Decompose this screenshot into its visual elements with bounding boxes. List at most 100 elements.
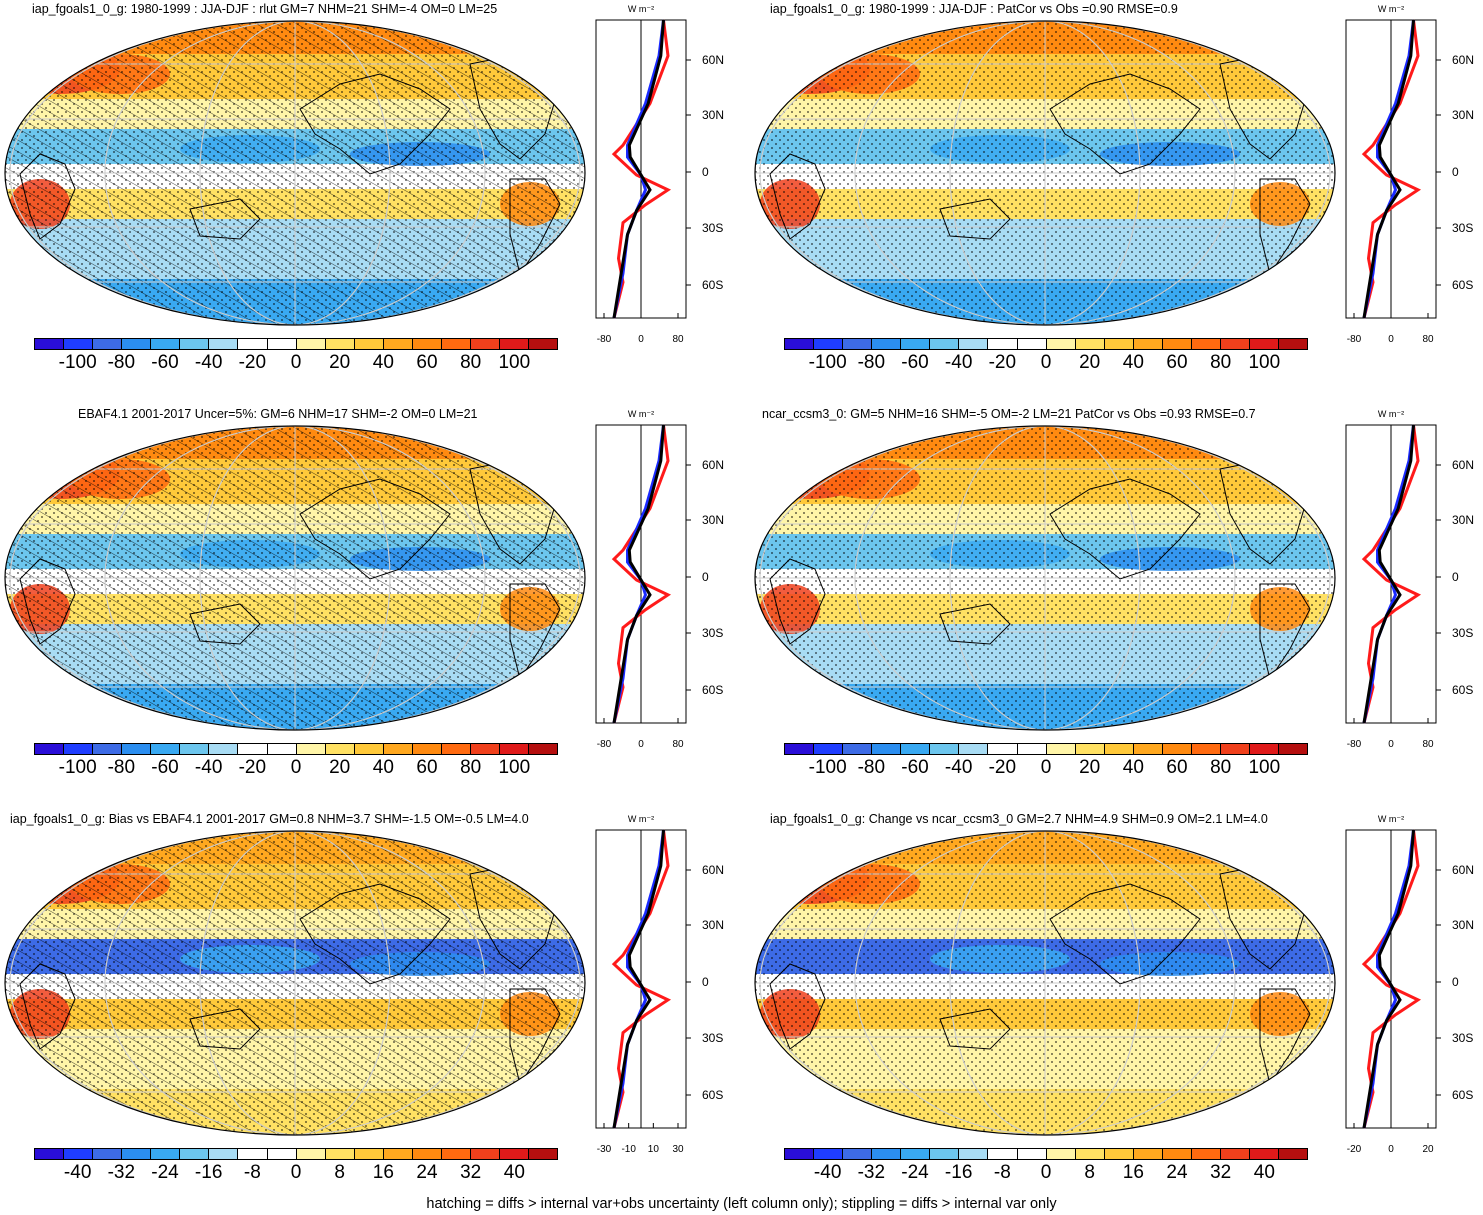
coastline — [189, 198, 261, 240]
colorbar-swatch — [441, 1149, 471, 1159]
zonal-x-label: -30 — [597, 1144, 612, 1155]
colorbar-tick-label: -100 — [58, 757, 97, 778]
lat-label: 30N — [702, 513, 724, 527]
colorbar-tick-label: -16 — [944, 1162, 973, 1183]
zonal-x-label: 30 — [672, 1144, 684, 1155]
colorbar-tick-label: -40 — [813, 1162, 842, 1183]
zonal-x-label: -20 — [1347, 1144, 1362, 1155]
colorbar-swatch — [843, 1149, 873, 1159]
zonal-x-label: 0 — [638, 739, 644, 750]
zonal-x-label: -80 — [597, 739, 612, 750]
robinson-map — [754, 425, 1336, 731]
coastline — [299, 478, 451, 580]
colorbar-swatch — [180, 1149, 210, 1159]
zonal-units-label: W m⁻² — [1378, 814, 1404, 824]
colorbar-swatch — [122, 339, 152, 349]
colorbar-swatch — [988, 1149, 1018, 1159]
zonal-units-label: W m⁻² — [628, 814, 654, 824]
panel-title: ncar_ccsm3_0: GM=5 NHM=16 SHM=-5 OM=-2 L… — [762, 407, 1256, 421]
colorbar-swatch — [354, 1149, 384, 1159]
colorbar-swatch — [1250, 744, 1280, 754]
colorbar-swatch — [209, 339, 239, 349]
colorbar-tick-label: 40 — [1122, 757, 1144, 778]
colorbar-swatch — [872, 1149, 902, 1159]
colorbar-swatch — [988, 339, 1018, 349]
coastline — [1049, 73, 1201, 175]
colorbar-tick-label: 100 — [1248, 757, 1281, 778]
colorbar-tick-label: 60 — [1166, 352, 1188, 373]
coastline — [769, 963, 826, 1050]
colorbar-swatch — [1017, 744, 1047, 754]
colorbar-swatch — [500, 339, 530, 349]
colorbar-swatch — [383, 744, 413, 754]
colorbar-swatch — [325, 1149, 355, 1159]
lat-label: 60N — [702, 863, 724, 877]
coastline — [189, 603, 261, 645]
colorbar-swatch — [383, 339, 413, 349]
colorbar-swatch — [64, 744, 94, 754]
colorbar-swatch — [1279, 1149, 1308, 1159]
coastline — [1049, 478, 1201, 580]
panel-title: iap_fgoals1_0_g: Bias vs EBAF4.1 2001-20… — [10, 812, 529, 826]
colorbar-swatch — [500, 1149, 530, 1159]
colorbar-tick-label: 8 — [1084, 1162, 1095, 1183]
coastline — [19, 153, 76, 240]
colorbar-swatch — [901, 339, 931, 349]
colorbar-tick-label: 80 — [460, 352, 482, 373]
coastline — [769, 558, 826, 645]
coastline — [939, 198, 1011, 240]
lat-label: 0 — [1452, 570, 1459, 584]
colorbar-swatch — [529, 744, 558, 754]
zonal-x-label: 0 — [1388, 739, 1394, 750]
zonal-units-label: W m⁻² — [628, 4, 654, 14]
coastline — [509, 178, 561, 276]
colorbar-swatch — [209, 1149, 239, 1159]
zonal-mean-plot: W m⁻² 60N 30N 0 30S 60S -80 0 80 — [1345, 409, 1474, 750]
colorbar-tick-label: -20 — [238, 757, 267, 778]
colorbar-tick-label: 60 — [416, 352, 438, 373]
coastline — [299, 73, 451, 175]
colorbar-swatch — [1191, 1149, 1221, 1159]
colorbar-tick-label: 80 — [1210, 757, 1232, 778]
colorbar-tick-label: 100 — [1248, 352, 1281, 373]
colorbar-tick-label: -40 — [63, 1162, 92, 1183]
zonal-x-label: 0 — [1388, 334, 1394, 345]
lat-label: 0 — [702, 570, 709, 584]
colorbar-swatch — [412, 339, 442, 349]
colorbar-tick-label: 0 — [1040, 757, 1052, 778]
zonal-mean-curve — [612, 19, 665, 319]
colorbar-swatch — [1220, 1149, 1250, 1159]
robinson-map — [4, 830, 586, 1136]
colorbar-tick-label: -40 — [194, 757, 223, 778]
colorbar-tick-label: -32 — [107, 1162, 136, 1183]
colorbar-swatch — [151, 744, 181, 754]
colorbar-swatch — [1162, 1149, 1192, 1159]
colorbar-swatch — [354, 744, 384, 754]
lat-label: 60N — [1452, 458, 1474, 472]
colorbar-swatch — [180, 744, 210, 754]
colorbar-swatch — [151, 1149, 181, 1159]
colorbar-tick-label: -24 — [901, 1162, 929, 1183]
zonal-mean-curve — [611, 19, 672, 319]
zonal-units-label: W m⁻² — [1378, 409, 1404, 419]
colorbar-tick-label: -80 — [107, 757, 136, 778]
robinson-map — [754, 20, 1336, 326]
zonal-mean-curve — [1362, 829, 1415, 1129]
colorbar-tick-label: -60 — [151, 352, 179, 373]
coastline — [1259, 988, 1311, 1086]
lat-label: 60N — [1452, 53, 1474, 67]
colorbar-swatch — [151, 339, 181, 349]
zonal-units-label: W m⁻² — [1378, 4, 1404, 14]
colorbar-tick-label: -80 — [107, 352, 136, 373]
colorbar — [34, 743, 558, 755]
zonal-x-label: 80 — [672, 334, 684, 345]
colorbar-swatch — [1104, 1149, 1134, 1159]
colorbar-swatch — [238, 1149, 268, 1159]
zonal-mean-curve — [611, 424, 672, 724]
zonal-mean-curve — [611, 829, 672, 1129]
lat-label: 60N — [702, 53, 724, 67]
colorbar-tick-label: 40 — [372, 757, 394, 778]
colorbar-swatch — [93, 1149, 123, 1159]
colorbar-tick-label: -100 — [808, 757, 847, 778]
robinson-map — [4, 425, 586, 731]
